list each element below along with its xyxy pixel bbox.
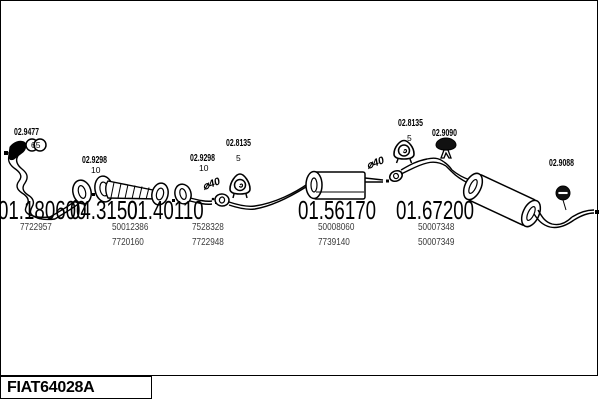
svg-text:02.8135: 02.8135 [398,117,423,129]
svg-text:02.9477: 02.9477 [14,126,39,138]
svg-text:50007348: 50007348 [418,221,454,232]
svg-text:7720160: 7720160 [112,236,144,247]
svg-text:01.67200: 01.67200 [396,195,474,225]
svg-text:02.9298: 02.9298 [190,152,215,164]
svg-text:50012386: 50012386 [112,221,148,232]
svg-text:7739140: 7739140 [318,236,350,247]
svg-text:50007349: 50007349 [418,236,454,247]
svg-text:7722948: 7722948 [192,236,224,247]
svg-text:01.40110: 01.40110 [127,195,204,225]
svg-text:⌀40: ⌀40 [365,154,386,171]
svg-text:02.9298: 02.9298 [82,154,107,166]
svg-text:5: 5 [236,153,241,163]
svg-text:01.56170: 01.56170 [298,195,376,225]
svg-text:10: 10 [199,163,209,173]
svg-text:⌀40: ⌀40 [201,175,222,192]
svg-text:02.8135: 02.8135 [226,137,251,149]
svg-text:7528328: 7528328 [192,221,224,232]
svg-text:50008060: 50008060 [318,221,354,232]
svg-text:02.9088: 02.9088 [549,157,574,169]
svg-text:65: 65 [31,140,41,150]
svg-text:5: 5 [407,133,412,143]
svg-text:10: 10 [91,165,101,175]
svg-text:7722957: 7722957 [20,221,52,232]
svg-text:02.9090: 02.9090 [432,127,457,139]
